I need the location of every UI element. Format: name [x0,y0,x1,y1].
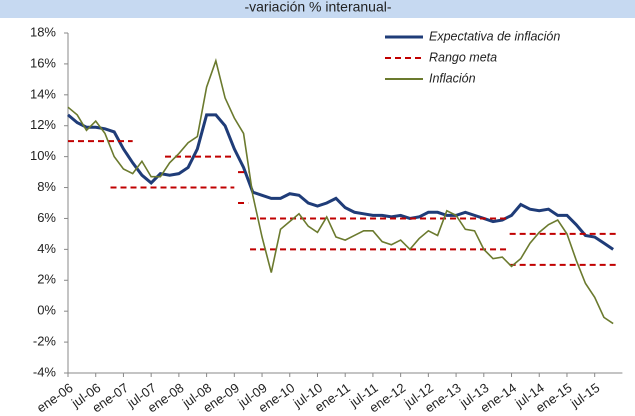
y-tick-label: 2% [37,272,56,287]
series-line [67,113,614,251]
header-band [0,0,635,18]
y-tick-label: 8% [37,179,56,194]
y-tick-label: 12% [30,117,56,132]
y-tick-label: -2% [33,334,57,349]
legend-label: Rango meta [429,50,497,64]
y-tick-label: 16% [30,55,56,70]
y-tick-label: 6% [37,210,56,225]
y-tick-label: 14% [30,86,56,101]
chart-subtitle: -variación % interanual- [244,0,391,15]
y-tick-label: 18% [30,24,56,39]
y-tick-label: 0% [37,303,56,318]
y-tick-label: 4% [37,241,56,256]
legend-label: Expectativa de inflación [429,29,560,43]
x-tick-label: jul-15 [567,380,602,411]
legend-label: Inflación [429,71,476,85]
y-tick-label: -4% [33,364,57,379]
y-tick-label: 10% [30,148,56,163]
series-line [67,58,614,325]
